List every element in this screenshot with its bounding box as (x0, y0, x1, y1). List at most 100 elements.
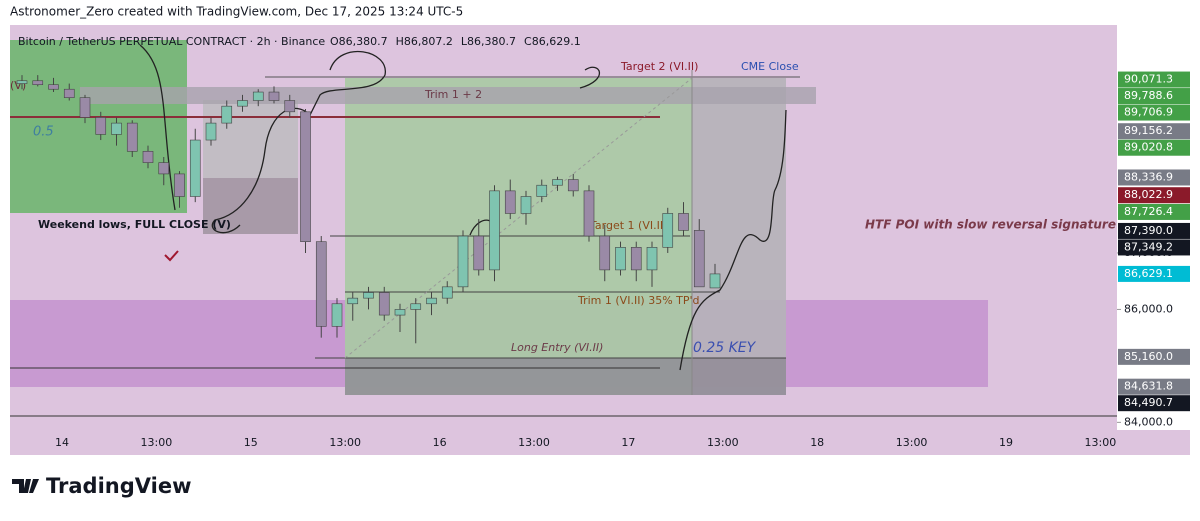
candle-body (252, 91, 264, 101)
annotation: 0.5 (33, 125, 54, 140)
price-tag-label: 85,160.0 (1124, 350, 1173, 363)
ohlc-label: H86,807.2 (396, 35, 453, 48)
candle-body (662, 213, 674, 248)
price-tag (1118, 169, 1190, 186)
candle-body (536, 184, 548, 197)
candle-body (347, 297, 359, 305)
y-tick-label: 84,000.0 (1124, 415, 1173, 428)
candle-body (678, 213, 689, 231)
price-tag-label: 89,788.6 (1124, 89, 1173, 102)
price-tag (1118, 239, 1190, 256)
ohlc-label: C86,629.1 (524, 35, 581, 48)
price-tag (1118, 203, 1190, 220)
candle-body (693, 230, 705, 288)
price-tag-label: 86,629.1 (1124, 267, 1173, 280)
annotation: 0.25 KEY (693, 340, 757, 356)
candle-body (504, 190, 516, 214)
candle-body (174, 173, 185, 197)
price-tag (1118, 123, 1190, 140)
y-tick-label: 86,000.0 (1124, 302, 1173, 315)
x-tick-label: 13:00 (141, 436, 173, 449)
candle-body (583, 190, 595, 237)
price-tag-label: 84,631.8 (1124, 380, 1173, 393)
price-tag (1118, 265, 1190, 282)
zone (692, 78, 786, 395)
candle-body (331, 303, 343, 327)
candle-body (394, 309, 406, 316)
x-tick-label: 13:00 (707, 436, 739, 449)
time-axis-bg (10, 430, 1190, 455)
ohlc-label: O86,380.7 (330, 35, 388, 48)
price-tag (1118, 88, 1190, 105)
price-tag-label: 87,390.0 (1124, 224, 1173, 237)
candle-body (709, 273, 721, 289)
candle-body (32, 80, 44, 86)
candle-body (315, 241, 327, 327)
candle-body (457, 235, 469, 288)
zone (203, 178, 298, 234)
candle-body (126, 122, 138, 152)
x-tick-label: 13:00 (1085, 436, 1117, 449)
candle-body (630, 247, 642, 271)
x-tick-label: 17 (621, 436, 635, 449)
candle-body (48, 84, 59, 90)
candle-body (142, 151, 154, 163)
candle-body (520, 196, 532, 214)
candle-body (615, 247, 626, 271)
candle-body (552, 179, 563, 186)
price-tag (1118, 348, 1190, 365)
price-tag (1118, 139, 1190, 156)
price-tag-label: 88,022.9 (1124, 188, 1173, 201)
price-tag-label: 84,490.7 (1124, 396, 1173, 409)
annotation: HTF POI with slow reversal signature (865, 218, 1116, 232)
x-tick-label: 13:00 (518, 436, 550, 449)
brand: TradingView (46, 474, 191, 498)
candle-body (284, 100, 296, 113)
candle-body (426, 297, 437, 305)
candle-body (268, 91, 280, 101)
candle-body (441, 286, 453, 299)
x-tick-label: 13:00 (329, 436, 361, 449)
candle-body (646, 247, 658, 271)
price-tag (1118, 71, 1190, 88)
price-tag (1118, 378, 1190, 395)
price-tag (1118, 222, 1190, 239)
zone (345, 358, 786, 395)
price-tag (1118, 104, 1190, 121)
x-tick-label: 14 (55, 436, 69, 449)
candle-body (410, 303, 422, 310)
candle-body (111, 122, 122, 135)
checkmark (164, 250, 179, 262)
candle-body (473, 235, 485, 271)
candle-body (300, 111, 311, 242)
zone (80, 87, 816, 104)
candle-body (189, 139, 201, 197)
ohlc-label: L86,380.7 (461, 35, 516, 48)
price-tag-label: 89,020.8 (1124, 141, 1173, 154)
x-tick-label: 19 (999, 436, 1013, 449)
annotation: Weekend lows, FULL CLOSE (V) (38, 218, 231, 231)
annotation: Target 2 (VI.II) (620, 60, 698, 73)
candle-body (599, 235, 611, 271)
annotation: Long Entry (VI.II) (511, 341, 603, 354)
price-tag (1118, 187, 1190, 204)
price-tag-label: 87,726.4 (1124, 205, 1173, 218)
price-tag-label: 89,156.2 (1124, 124, 1173, 137)
annotation: Trim 1 (VI.II) 35% TP'd (577, 294, 700, 307)
candle-body (237, 100, 248, 107)
candle-body (489, 190, 500, 271)
price-tag-label: 90,071.3 (1124, 73, 1173, 86)
candle-body (16, 80, 28, 84)
candle-body (205, 122, 217, 141)
price-tag-label: 88,336.9 (1124, 170, 1173, 183)
annotation: Target 1 (VI.II) (589, 219, 667, 232)
x-tick-label: 16 (433, 436, 447, 449)
price-tag-label: 87,349.2 (1124, 240, 1173, 253)
candle-body (363, 292, 374, 299)
price-tag-label: 89,706.9 (1124, 106, 1173, 119)
candle-body (63, 88, 75, 98)
candle-body (158, 162, 170, 175)
candle-body (567, 179, 579, 192)
candle-body (221, 105, 233, 124)
